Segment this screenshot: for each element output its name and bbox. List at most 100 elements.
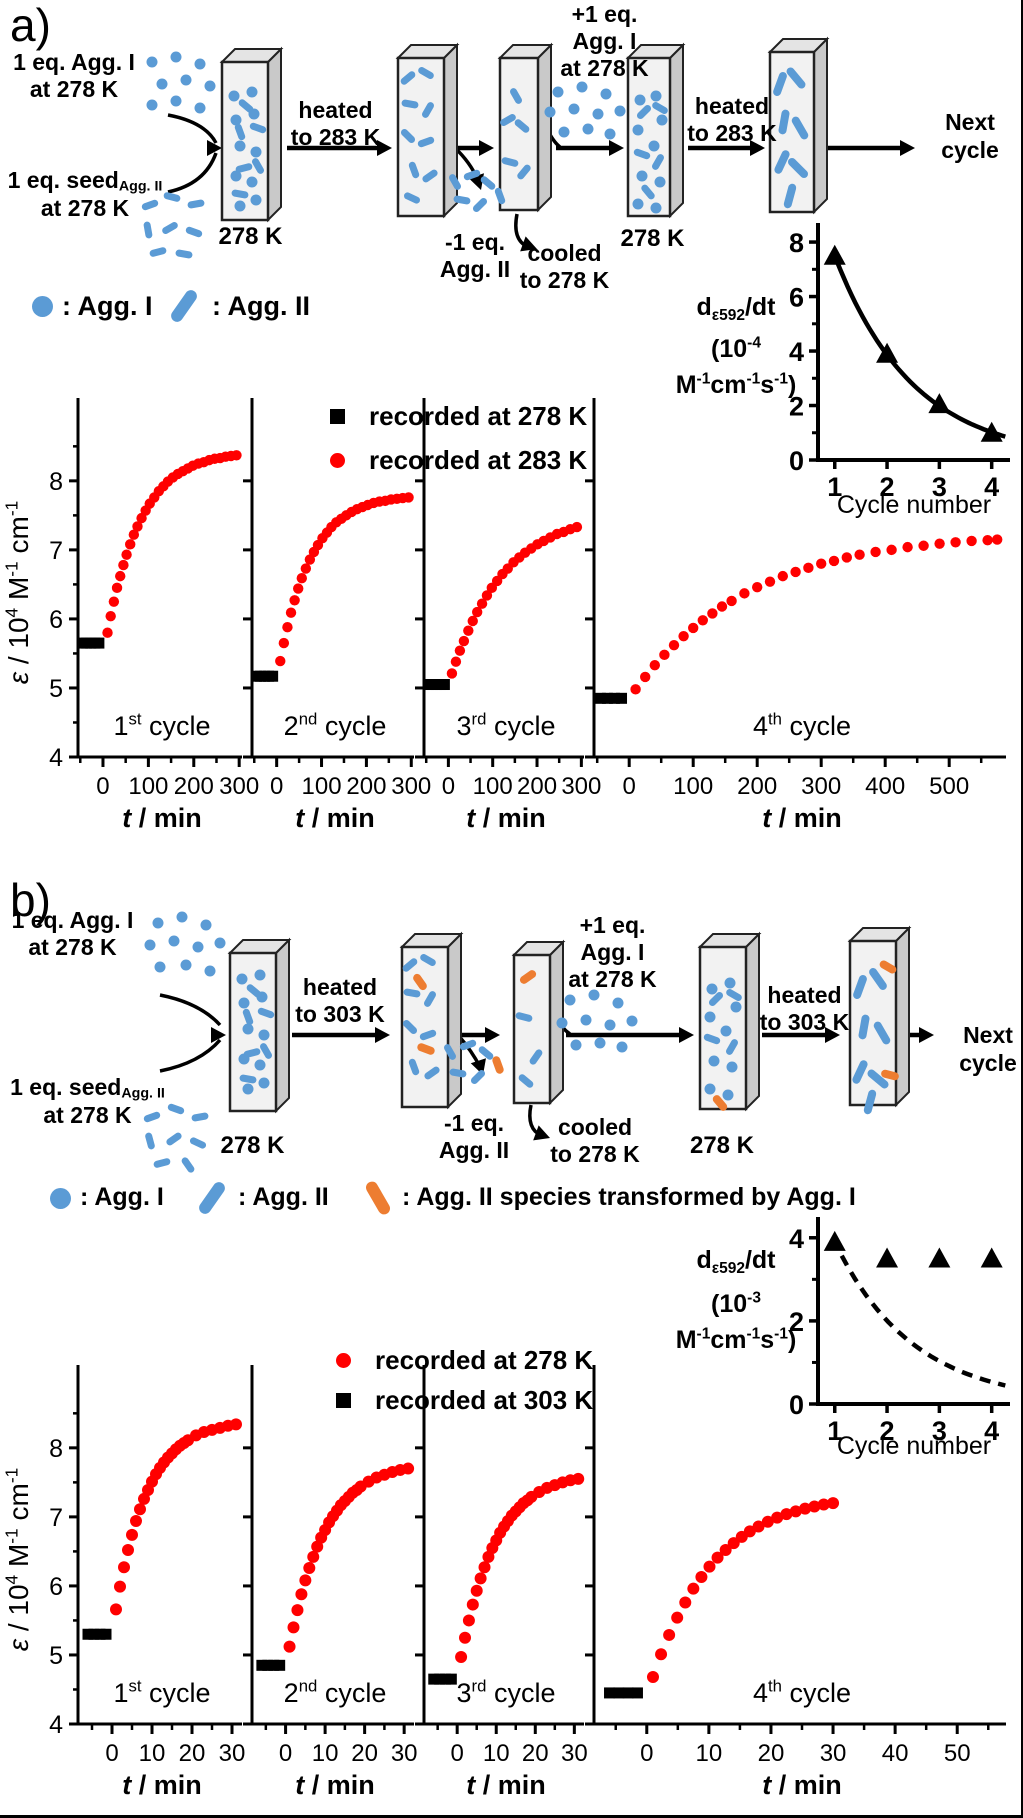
x-tick-label: 20 [351,1740,378,1767]
inset-x-axis-label: Cycle number [837,491,991,519]
y-tick-label: 6 [49,606,63,634]
heat2-line2: to 303 K [759,1009,850,1035]
x-axis-label: t / min [295,1770,375,1800]
x-tick-label: 30 [391,1740,418,1767]
x-tick-label: 200 [737,773,777,800]
inset-y-tick-label: 4 [789,337,804,367]
series-points [250,670,279,682]
subplot-cycle-3: 0 100 200 300 3rd cycle t / min [415,398,601,833]
reagent-agg1-line2: at 278 K [28,934,117,960]
series-points [102,450,242,638]
subplot-cycle-2: 0 100 200 300 2nd cycle t / min [243,398,431,833]
series-points [646,1497,840,1684]
add-line1: +1 eq. [571,1,638,27]
inset-y-axis-label: (10-3 [711,1290,761,1319]
cuvette-icon [219,46,284,223]
series-points [110,1418,242,1616]
y-tick-label: 5 [49,675,63,703]
inset-x-tick-label: 4 [984,1416,999,1446]
y-tick-label: 8 [49,1435,63,1463]
legend-row: recorded at 303 K [336,1380,593,1420]
series-points [604,1687,643,1699]
x-tick-label: 200 [174,773,214,800]
red-circle-marker-icon [336,1352,351,1368]
inset-y-tick-label: 6 [789,283,804,313]
legend-row: recorded at 278 K [330,394,587,438]
x-axis-label: t / min [762,1770,842,1800]
x-tick-label: 50 [944,1740,971,1767]
remove-line2: Agg. II [439,256,511,282]
panel-b-schematic-drawing [143,911,934,1173]
inset-y-axis-label: M-1cm-1s-1) [676,371,797,400]
reagent-seed-line1: 1 eq. seedAgg. II [10,1074,165,1102]
x-axis-label: t / min [466,803,546,833]
cool-line2: to 278 K [550,1141,640,1167]
inset-x-tick-label: 2 [880,1416,895,1446]
heat2-line2: to 283 K [687,120,777,146]
inset-x-tick-label: 2 [880,472,895,502]
next-cycle-line2: cycle [959,1050,1017,1076]
cool-line1: cooled [527,240,602,266]
inset-y-axis-label: dε592/dt [696,293,776,324]
next-cycle-line2: cycle [941,137,999,163]
legend-entry: recorded at 278 K [375,1344,594,1375]
legend-row: recorded at 283 K [330,438,587,482]
x-tick-label: 100 [673,773,713,800]
next-cycle-line1: Next [963,1022,1013,1048]
cool-line1: cooled [557,1114,633,1140]
subplot-cycle-4: 0 100 200 300 400 500 4th cycle t / min [585,398,1006,833]
x-tick-label: 300 [801,773,841,800]
add-line2: Agg. I [572,28,637,54]
y-axis-label: ε / 104 M-1 cm-1 [1,501,34,685]
x-tick-label: 30 [561,1740,588,1767]
reagent-agg1-line1: 1 eq. Agg. I [13,49,135,75]
panel-a-species-legend: : Agg. I : Agg. II [0,287,1021,330]
x-tick-label: 10 [696,1740,723,1767]
legend-entry: recorded at 303 K [375,1384,594,1415]
x-tick-label: 100 [302,773,342,800]
panel-b-label: b) [10,874,51,926]
x-tick-label: 300 [561,773,601,800]
inset-data-triangle [980,421,1003,442]
inset-y-axis-label: (10-4 [711,335,761,364]
temp-label-after-add: 278 K [620,225,685,252]
inset-x-tick-label: 3 [932,1416,947,1446]
cycle-label: 3rd cycle [457,710,556,741]
reagent-seed-line2: at 278 K [43,1102,132,1128]
cuvette-icon [625,42,686,219]
agg2-dash-icon [168,287,200,325]
x-axis-label: t / min [762,803,842,833]
cycle-label: 4th cycle [753,1677,851,1708]
temp-label-after-add: 278 K [689,1132,755,1159]
x-tick-label: 10 [483,1740,510,1767]
heat1-line2: to 303 K [295,1001,385,1027]
cycle-label: 4th cycle [753,710,851,741]
agg2-transformed-dash-icon [363,1179,393,1217]
inset-x-tick-label: 1 [827,1416,842,1446]
series-points [428,1673,457,1685]
x-tick-label: 0 [623,773,636,800]
y-tick-label: 5 [49,1642,63,1670]
reagent-seed-line1: 1 eq. seedAgg. II [7,167,163,195]
remove-line1: -1 eq. [444,229,506,255]
heat1-line1: heated [298,97,373,123]
y-tick-label: 7 [49,1504,63,1532]
x-tick-label: 20 [522,1740,549,1767]
cuvette-icon [497,42,554,213]
agg2-dash-icon [196,1179,228,1217]
inset-y-tick-label: 2 [789,1307,804,1337]
heat1-line2: to 283 K [290,124,381,150]
series-points [455,1472,585,1664]
x-tick-label: 0 [270,773,283,800]
x-tick-label: 20 [179,1740,206,1767]
legend-row: recorded at 278 K [336,1340,593,1380]
subplot-cycle-1: 4 5 6 7 8 0 10 20 30 1st cycle t / min [49,1365,245,1800]
inset-data-triangle [823,1230,846,1251]
y-tick-label: 8 [49,468,63,496]
x-tick-label: 0 [640,1740,653,1767]
y-axis-label: ε / 104 M-1 cm-1 [1,1468,34,1652]
agg1-dot-icon [32,296,53,317]
